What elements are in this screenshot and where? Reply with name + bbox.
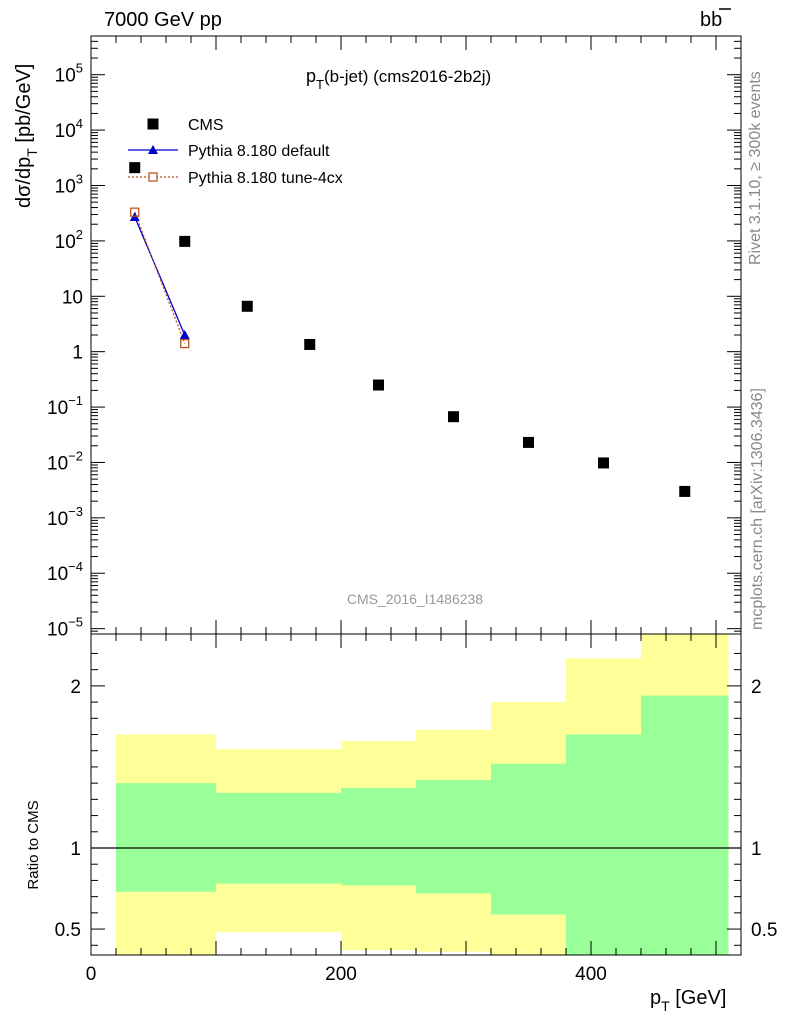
legend-label: Pythia 8.180 default xyxy=(188,143,330,160)
ratio-y-tick-label-right: 2 xyxy=(751,677,762,698)
legend-label: CMS xyxy=(188,117,224,134)
ratio-tick-labels: 0.5 0.5 1 1 2 2 0 200 400 xyxy=(55,677,778,985)
tick-exponent: −4 xyxy=(68,559,83,574)
x-axis-label: pT [GeV] xyxy=(650,987,726,1014)
cms-data-point xyxy=(129,162,141,174)
cms-data-point xyxy=(679,485,691,497)
cms-data-point xyxy=(304,338,316,350)
pythia-default-point xyxy=(179,330,190,339)
ratio-band-green xyxy=(341,788,416,886)
ratio-band-green xyxy=(216,792,341,884)
tick-base: 1 xyxy=(72,343,83,364)
legend-marker-default xyxy=(148,145,158,154)
main-y-tick-label: 10−3 xyxy=(47,504,83,530)
main-y-tick-label: 10 xyxy=(62,287,83,308)
cms-data-point xyxy=(598,457,609,469)
tick-base: 10 xyxy=(55,232,76,253)
tick-exponent: 3 xyxy=(76,172,83,187)
tick-base: 10 xyxy=(47,398,68,419)
tick-exponent: −5 xyxy=(68,615,83,630)
main-plot-title: pT(b-jet) (cms2016-2b2j) xyxy=(306,66,491,92)
x-tick-label: 400 xyxy=(575,964,607,985)
cms-data-point xyxy=(523,436,534,448)
tick-base: 10 xyxy=(47,564,68,585)
series-line-1 xyxy=(134,216,186,336)
ratio-band-green xyxy=(416,779,491,894)
ratio-uncertainty-bands xyxy=(90,633,742,956)
series-line-2 xyxy=(134,211,186,344)
main-y-tick-label: 10−1 xyxy=(47,393,83,419)
tick-base: 10 xyxy=(55,121,76,142)
ratio-y-axis-label: Ratio to CMS xyxy=(25,800,42,889)
legend-label: Pythia 8.180 tune-4cx xyxy=(188,170,343,187)
tick-exponent: −2 xyxy=(68,448,83,463)
ratio-plot: 0.5 0.5 1 1 2 2 0 200 400 Ratio to CMS pT [GeV] xyxy=(25,633,778,1014)
ratio-y-tick-label-left: 1 xyxy=(70,839,81,860)
tick-base: 10 xyxy=(62,287,83,308)
main-y-tick-label: 10−4 xyxy=(47,559,83,585)
ratio-y-tick-label-left: 2 xyxy=(70,677,81,698)
tick-exponent: −3 xyxy=(68,504,83,519)
main-y-tick-label: 1 xyxy=(72,343,83,364)
tick-base: 10 xyxy=(47,620,68,641)
legend: CMS Pythia 8.180 default Pythia 8.180 tune… xyxy=(128,117,343,187)
cms-data-point xyxy=(241,300,253,312)
main-plot-watermark: CMS_2016_I1486238 xyxy=(347,591,483,607)
header-process-bar-letter: b xyxy=(711,9,722,31)
legend-marker-tune xyxy=(148,172,158,182)
tick-exponent: 2 xyxy=(76,227,83,242)
tick-base: 10 xyxy=(47,453,68,474)
main-y-tick-label: 103 xyxy=(55,172,83,198)
tick-exponent: −1 xyxy=(68,393,83,408)
tick-exponent: 4 xyxy=(76,116,83,131)
ratio-band-green xyxy=(116,783,216,892)
ratio-band-green xyxy=(641,695,729,955)
main-y-tick-label: 104 xyxy=(55,116,83,142)
pythia-tune-point xyxy=(130,207,140,217)
main-y-tick-label: 102 xyxy=(55,227,83,253)
header-process-label: bb xyxy=(700,9,722,31)
cms-data-point xyxy=(179,235,191,247)
tick-base: 10 xyxy=(55,177,76,198)
ratio-band-green xyxy=(566,734,641,955)
ratio-y-tick-label-right: 0.5 xyxy=(751,920,777,941)
ratio-band-green xyxy=(491,763,566,915)
main-axis-ticks xyxy=(90,35,742,635)
tick-exponent: 5 xyxy=(76,61,83,76)
legend-marker-cms xyxy=(147,118,159,130)
rivet-version-label: Rivet 3.1.10, ≥ 300k events xyxy=(747,71,764,265)
ratio-axis-ticks xyxy=(90,634,742,955)
main-y-tick-label: 10−5 xyxy=(47,615,83,641)
pythia-tune-point xyxy=(180,338,190,349)
ratio-y-tick-label-right: 1 xyxy=(751,839,762,860)
main-data-points xyxy=(129,162,691,497)
tick-base: 10 xyxy=(47,509,68,530)
main-y-tick-label: 105 xyxy=(55,61,83,87)
cms-data-point xyxy=(448,411,459,423)
cms-data-point xyxy=(373,379,384,391)
main-y-tick-label: 10−2 xyxy=(47,448,83,474)
mcplots-reference-label: mcplots.cern.ch [arXiv:1306.3436] xyxy=(749,388,766,630)
main-y-axis-label: dσ/dpT [pb/GeV] xyxy=(13,64,40,208)
x-tick-label: 0 xyxy=(86,964,97,985)
x-tick-label: 200 xyxy=(325,964,357,985)
tick-base: 10 xyxy=(55,66,76,87)
ratio-y-tick-label-left: 0.5 xyxy=(55,920,81,941)
header-energy-label: 7000 GeV pp xyxy=(104,9,222,31)
